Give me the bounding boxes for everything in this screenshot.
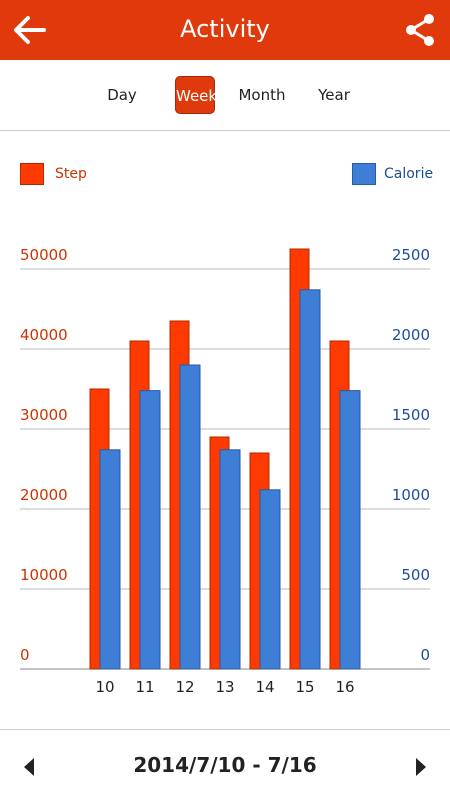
left-axis-tick-label: 30000 — [20, 406, 68, 424]
triangle-right-icon[interactable] — [416, 758, 426, 776]
tab-week[interactable]: Week — [175, 76, 217, 114]
calorie-bar — [139, 390, 161, 670]
right-axis-tick-label: 2500 — [392, 246, 430, 264]
right-axis-tick-label: 2000 — [392, 326, 430, 344]
calorie-bar — [299, 289, 321, 670]
tab-day[interactable]: Day — [107, 86, 137, 104]
x-axis-tick-label: 13 — [215, 678, 234, 696]
x-axis-tick-label: 11 — [135, 678, 154, 696]
calorie-bar — [99, 449, 121, 670]
right-axis-tick-label: 1500 — [392, 406, 430, 424]
right-axis-tick-label: 500 — [401, 566, 430, 584]
left-axis-tick-label: 20000 — [20, 486, 68, 504]
calorie-bar — [219, 449, 241, 670]
x-axis-tick-label: 10 — [95, 678, 114, 696]
left-axis-tick-label: 40000 — [20, 326, 68, 344]
x-axis-tick-label: 16 — [335, 678, 354, 696]
legend-calorie-label: Calorie — [384, 166, 434, 182]
triangle-left-icon[interactable] — [24, 758, 34, 776]
calorie-bar — [259, 489, 281, 670]
x-axis-tick-label: 14 — [255, 678, 274, 696]
tab-year[interactable]: Year — [318, 86, 350, 104]
legend-calorie-swatch — [352, 163, 376, 185]
share-icon[interactable] — [402, 12, 438, 48]
legend-step-label: Step — [55, 166, 87, 182]
date-range-label: 2014/7/10 - 7/16 — [133, 753, 317, 777]
legend-step-swatch — [20, 163, 44, 185]
activity-bar-chart: 0 0 10000 500 20000 1000 30000 1500 40000 2000 500… — [20, 246, 430, 696]
left-axis-tick-label: 50000 — [20, 246, 68, 264]
x-axis-tick-label: 15 — [295, 678, 314, 696]
calorie-bar — [339, 390, 361, 670]
period-tabs: Day Week Month Year — [0, 60, 450, 131]
left-axis-tick-label: 0 — [20, 646, 30, 664]
arrow-left-icon[interactable] — [10, 12, 50, 48]
right-axis-tick-label: 1000 — [392, 486, 430, 504]
tab-month[interactable]: Month — [238, 86, 286, 104]
right-axis-tick-label: 0 — [420, 646, 430, 664]
date-range-bar: 2014/7/10 - 7/16 — [0, 729, 450, 801]
calorie-bar — [179, 364, 201, 670]
x-axis-tick-label: 12 — [175, 678, 194, 696]
left-axis-tick-label: 10000 — [20, 566, 68, 584]
